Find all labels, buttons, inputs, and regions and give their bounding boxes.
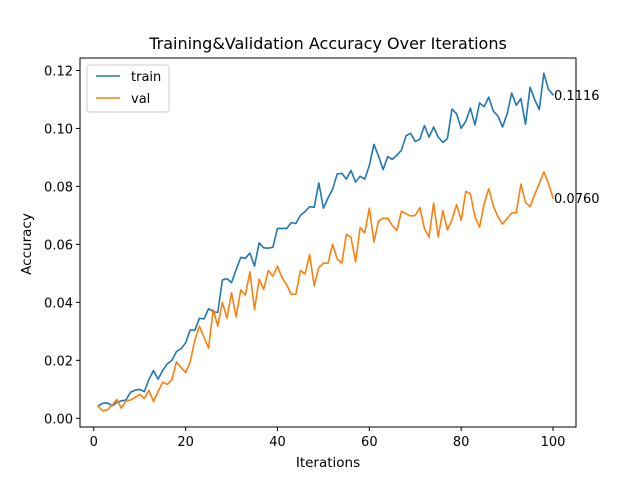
y-tick-label: 0.12 [44, 64, 73, 79]
y-axis-label: Accuracy [19, 213, 35, 275]
y-tick-label: 0.02 [44, 354, 73, 369]
legend: train val [86, 64, 170, 113]
series-line-val [97, 171, 555, 412]
x-tick-label: 80 [453, 435, 470, 450]
x-tick-label: 100 [541, 435, 566, 450]
y-tick-label: 0.08 [44, 180, 73, 195]
plot-area: 0.1116 0.0760 [97, 72, 600, 412]
x-tick-label: 60 [361, 435, 378, 450]
end-value-label-train: 0.1116 [554, 89, 600, 104]
end-value-label-val: 0.0760 [554, 192, 600, 207]
axes: 0 20 40 60 80 100 0.00 0.02 0.04 0.06 0.08 0.10 0.12 [44, 57, 577, 450]
legend-label-val: val [131, 92, 150, 107]
y-tick-label: 0.06 [44, 238, 73, 253]
y-tick-label: 0.04 [44, 296, 73, 311]
series-line-train [97, 72, 555, 407]
x-tick-label: 40 [269, 435, 286, 450]
x-tick-label: 20 [177, 435, 194, 450]
x-tick-label: 0 [90, 435, 98, 450]
y-tick-label: 0.00 [44, 412, 73, 427]
chart-title: Training&Validation Accuracy Over Iterat… [148, 34, 507, 53]
x-axis-label: Iterations [296, 455, 360, 471]
legend-label-train: train [131, 70, 161, 85]
plot-frame [79, 57, 577, 428]
y-tick-label: 0.10 [44, 122, 73, 137]
